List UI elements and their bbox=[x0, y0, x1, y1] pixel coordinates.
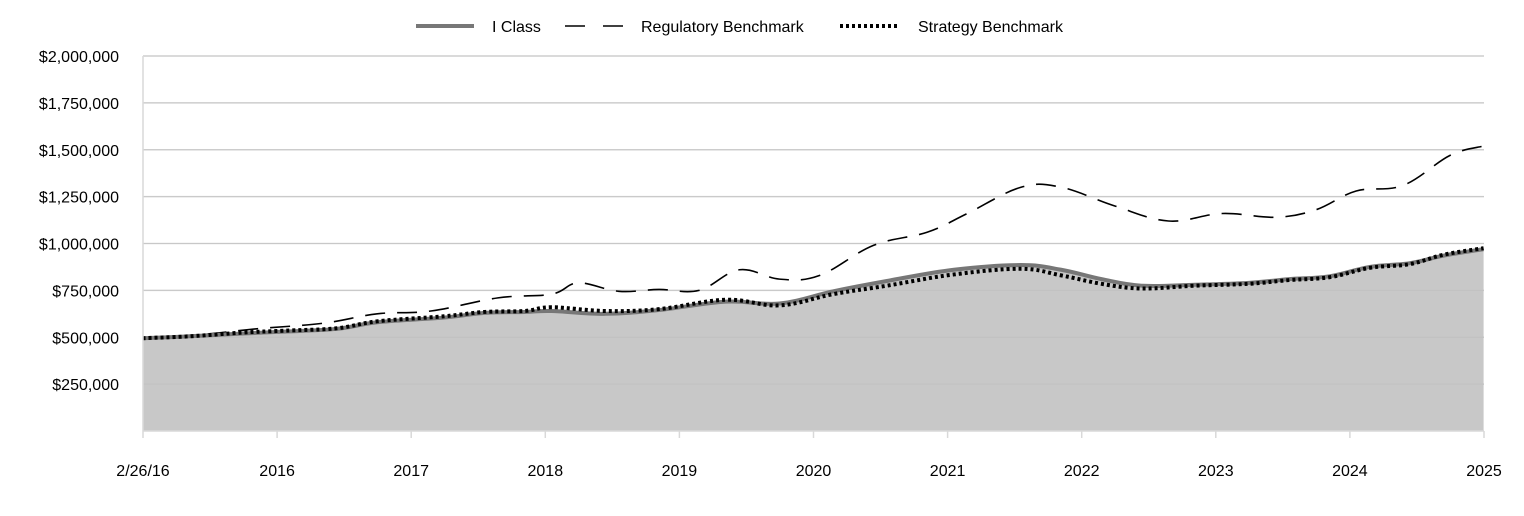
legend-label: Regulatory Benchmark bbox=[641, 19, 805, 36]
legend-label: I Class bbox=[492, 19, 541, 36]
y-tick-label: $1,000,000 bbox=[39, 237, 119, 254]
y-tick-label: $1,250,000 bbox=[39, 190, 119, 207]
regulatory-benchmark-line bbox=[142, 145, 1484, 339]
x-tick-label: 2022 bbox=[1064, 463, 1100, 480]
legend-label: Strategy Benchmark bbox=[918, 19, 1064, 36]
x-tick-label: 2017 bbox=[393, 463, 429, 480]
series-lines bbox=[142, 145, 1484, 341]
y-tick-label: $250,000 bbox=[52, 377, 119, 394]
x-tick-label: 2020 bbox=[796, 463, 832, 480]
i-class-line bbox=[142, 247, 1484, 341]
legend: I Class Regulatory Benchmark Strategy Benc… bbox=[416, 19, 1064, 36]
i-class-area bbox=[142, 249, 1484, 431]
area-layer bbox=[142, 55, 1484, 431]
x-tick-label: 2018 bbox=[528, 463, 564, 480]
x-tick-label: 2025 bbox=[1466, 463, 1502, 480]
y-tick-label: $1,750,000 bbox=[39, 96, 119, 113]
y-tick-label: $750,000 bbox=[52, 283, 119, 300]
x-tick-label: 2019 bbox=[662, 463, 698, 480]
x-tick-label: 2023 bbox=[1198, 463, 1234, 480]
y-tick-label: $500,000 bbox=[52, 330, 119, 347]
x-tick-label: 2024 bbox=[1332, 463, 1368, 480]
axes: $250,000 $500,000 $750,000 $1,000,000 $1,250… bbox=[39, 49, 1502, 480]
x-tick-label: 2021 bbox=[930, 463, 966, 480]
y-tick-label: $2,000,000 bbox=[39, 49, 119, 66]
x-tick-label: 2/26/16 bbox=[116, 463, 169, 480]
x-tick-label: 2016 bbox=[259, 463, 295, 480]
y-tick-label: $1,500,000 bbox=[39, 143, 119, 160]
